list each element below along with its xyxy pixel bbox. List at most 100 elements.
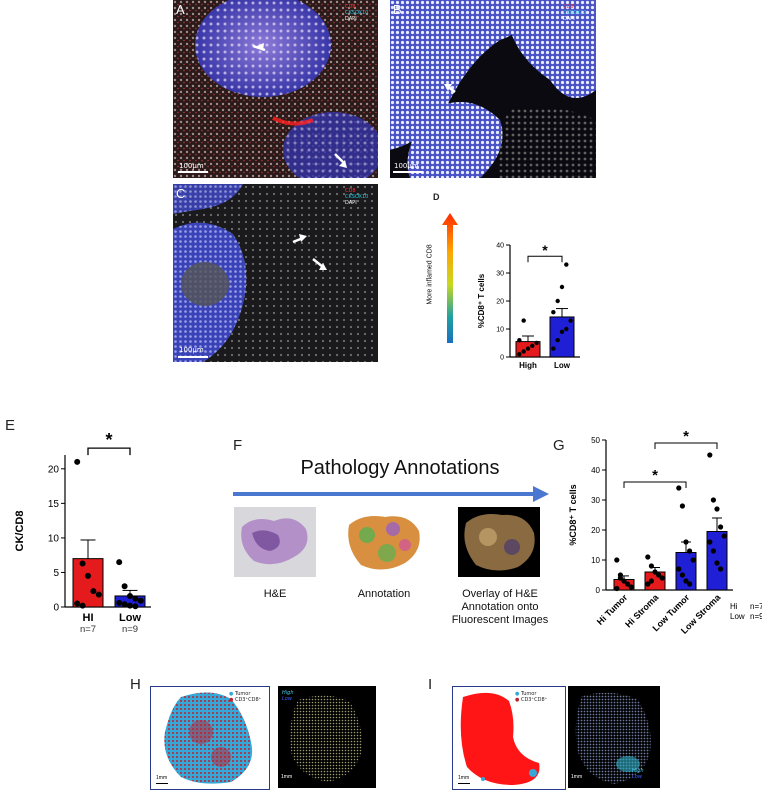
data-point (614, 557, 620, 563)
data-point (687, 548, 693, 554)
y-tick-label: 20 (591, 526, 600, 535)
panel-i-letter: I (428, 676, 433, 693)
panel-h-fluor: High Low 1mm (278, 686, 376, 788)
panel-e-letter: E (5, 417, 16, 434)
caption-overlay: Overlay of H&E Annotation onto Fluoresce… (451, 588, 549, 626)
panel-b-scale-bar (393, 171, 423, 173)
panel-i-scale-label: 1mm (458, 775, 470, 781)
panel-f-letter: F (233, 437, 243, 454)
data-point (687, 581, 693, 587)
data-point (648, 578, 654, 584)
data-point (683, 539, 689, 545)
y-tick-label: 40 (496, 242, 504, 249)
y-tick-label: 10 (591, 556, 600, 565)
data-point (127, 592, 133, 599)
panel-c-scale-bar (178, 356, 208, 358)
panel-a-scale-label: 100µm (179, 162, 204, 170)
data-point (551, 346, 556, 351)
panel-h-right-legend: High Low (282, 690, 294, 702)
legend-n: n=7 (750, 602, 762, 611)
data-point (621, 578, 627, 584)
data-point (676, 566, 682, 572)
legend-low: Low (632, 774, 642, 780)
category-label: Low (554, 361, 571, 370)
data-point (614, 585, 620, 592)
significance-star: * (105, 430, 112, 450)
panel-c-image (173, 184, 378, 362)
panel-i-fluor: High Low 1mm (568, 686, 660, 788)
y-tick-label: 0 (596, 586, 601, 595)
y-tick-label: 0 (500, 354, 504, 361)
panel-i-scale-label-right: 1mm (571, 774, 583, 780)
panel-i-legend: ● Tumor ● CD3⁺CD8⁺ (515, 691, 547, 703)
data-point (679, 572, 685, 578)
data-point (714, 506, 720, 512)
data-point (718, 524, 724, 530)
category-label: High (519, 361, 537, 370)
y-tick-label: 40 (591, 466, 600, 475)
data-point (721, 533, 727, 539)
data-point (85, 572, 91, 579)
significance-star: * (542, 242, 548, 258)
y-tick-label: 20 (496, 298, 504, 305)
legend-cd3-cd8: ● CD3⁺CD8⁺ (229, 697, 262, 703)
data-point (683, 578, 689, 584)
y-tick-label: 0 (53, 603, 59, 614)
bar (644, 571, 666, 591)
data-point (645, 554, 651, 560)
data-point (116, 599, 123, 606)
legend-group: Hi (730, 602, 738, 611)
panel-b-legend: CD8 CKSOX10 DAPI (563, 4, 586, 22)
panel-h-scale-label: 1mm (156, 775, 168, 781)
significance-star: * (652, 467, 658, 484)
data-point (521, 349, 526, 354)
data-point (90, 588, 97, 595)
data-point (74, 600, 81, 607)
caption-annotation: Annotation (357, 588, 411, 600)
data-point (568, 318, 573, 323)
data-point (534, 340, 539, 346)
category-note: n=7 (80, 624, 96, 635)
panel-a-image (173, 0, 378, 178)
data-point (551, 310, 556, 315)
data-point (710, 497, 716, 503)
panel-c-scale-label: 100µm (179, 346, 204, 354)
y-tick-label: 30 (591, 496, 600, 505)
significance-bracket (623, 481, 687, 488)
data-point (79, 602, 86, 609)
legend-high: High (282, 690, 294, 696)
data-point (525, 346, 531, 351)
data-point (648, 563, 654, 569)
legend-tumor: ● Tumor (515, 691, 537, 697)
significance-star: * (683, 428, 689, 445)
data-point (79, 560, 86, 567)
gradient-arrow-label: More inflamed CD8 (426, 244, 434, 305)
legend-cksox10: CKSOX10 (345, 10, 369, 16)
data-point (559, 329, 565, 334)
legend-low: Low (282, 696, 292, 702)
data-point (564, 326, 569, 332)
significance-bracket (527, 255, 563, 263)
data-point (74, 458, 81, 465)
legend-cd8: CD8 (563, 4, 574, 10)
panel-c-letter: C (176, 186, 186, 201)
panel-i-map: ● Tumor ● CD3⁺CD8⁺ 1mm (452, 686, 566, 790)
y-tick-label: 5 (53, 568, 59, 579)
data-point (652, 569, 658, 575)
panel-a-scale-bar (178, 171, 208, 173)
panel-i-right-legend: High Low (632, 768, 644, 780)
data-point (517, 338, 522, 343)
data-point (564, 262, 569, 267)
significance-bracket (87, 447, 131, 456)
data-point (628, 584, 634, 590)
legend-dapi: DAPI (345, 16, 357, 22)
category-note: n=9 (122, 624, 138, 635)
y-tick-label: 10 (48, 533, 60, 544)
data-point (714, 560, 720, 566)
y-tick-label: 30 (496, 270, 504, 277)
data-point (676, 485, 682, 491)
data-point (710, 548, 716, 554)
data-point (530, 343, 535, 348)
